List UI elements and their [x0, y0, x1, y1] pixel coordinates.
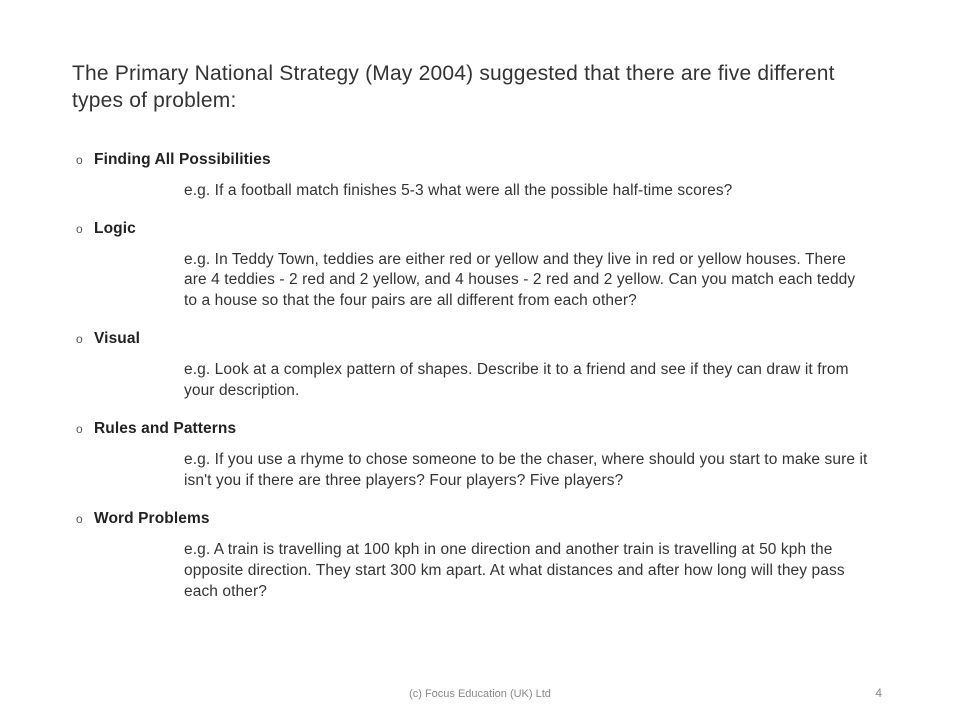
item-example: e.g. Look at a complex pattern of shapes…	[76, 360, 888, 402]
item-example: e.g. If a football match finishes 5-3 wh…	[76, 181, 888, 202]
item-example: e.g. A train is travelling at 100 kph in…	[76, 540, 888, 603]
page-heading: The Primary National Strategy (May 2004)…	[72, 60, 888, 115]
item-example: e.g. If you use a rhyme to chose someone…	[76, 450, 888, 492]
list-item: o Visual e.g. Look at a complex pattern …	[76, 330, 888, 402]
item-title: Logic	[94, 220, 136, 238]
list-item: o Word Problems e.g. A train is travelli…	[76, 510, 888, 603]
item-title: Word Problems	[94, 510, 210, 528]
list-item: o Finding All Possibilities e.g. If a fo…	[76, 151, 888, 202]
list-item: o Rules and Patterns e.g. If you use a r…	[76, 420, 888, 492]
item-example: e.g. In Teddy Town, teddies are either r…	[76, 250, 888, 313]
item-title: Visual	[94, 330, 140, 348]
problem-types-list: o Finding All Possibilities e.g. If a fo…	[72, 151, 888, 603]
item-title: Finding All Possibilities	[94, 151, 271, 169]
bullet-marker: o	[76, 153, 94, 167]
bullet-marker: o	[76, 512, 94, 526]
footer-copyright: (c) Focus Education (UK) Ltd	[0, 688, 960, 700]
item-title: Rules and Patterns	[94, 420, 236, 438]
page-number: 4	[875, 686, 882, 700]
bullet-marker: o	[76, 422, 94, 436]
bullet-marker: o	[76, 332, 94, 346]
bullet-marker: o	[76, 222, 94, 236]
list-item: o Logic e.g. In Teddy Town, teddies are …	[76, 220, 888, 313]
